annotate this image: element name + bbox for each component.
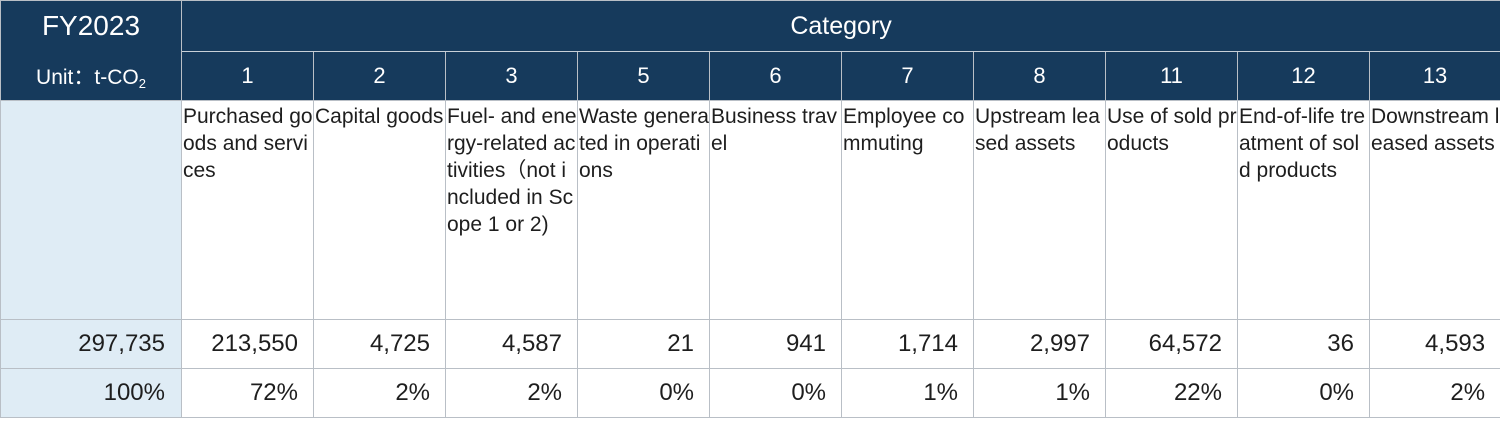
category-number: 5 (577, 51, 710, 101)
category-name-cell: Employee commuting (841, 100, 974, 320)
category-share: 2% (1368, 368, 1500, 418)
category-emissions: 36 (1237, 319, 1370, 369)
total-share: 100% (0, 368, 182, 418)
category-number: 2 (313, 51, 446, 101)
category-name-cell: Waste generated in operations (577, 100, 710, 320)
category-share: 72% (181, 368, 314, 418)
unit-label: Unit：t-CO (36, 65, 139, 89)
category-share: 0% (1237, 368, 1370, 418)
category-name-cell: Fuel- and energy-related activities（not … (445, 100, 578, 320)
blank-cell (0, 100, 182, 320)
category-emissions: 213,550 (181, 319, 314, 369)
category-share: 2% (313, 368, 446, 418)
fiscal-year-header: FY2023 (0, 0, 182, 52)
category-name-cell: Upstream leased assets (973, 100, 1106, 320)
category-emissions: 941 (709, 319, 842, 369)
category-number: 3 (445, 51, 578, 101)
category-number: 11 (1105, 51, 1238, 101)
category-name-cell: Downstream leased assets (1368, 100, 1500, 320)
category-name: Capital goods (315, 105, 444, 128)
category-number: 8 (973, 51, 1106, 101)
share-row: 100% 72% 2% 2% 0% 0% 1% 1% 22% 0% 2% (0, 368, 1500, 418)
category-emissions: 64,572 (1105, 319, 1238, 369)
category-share: 0% (577, 368, 710, 418)
category-emissions: 2,997 (973, 319, 1106, 369)
category-number: 6 (709, 51, 842, 101)
category-emissions: 21 (577, 319, 710, 369)
category-number: 13 (1368, 51, 1500, 101)
category-share: 1% (841, 368, 974, 418)
category-name: Upstream leased assets (975, 105, 1100, 155)
category-name-cell: End-of-life treatment of sold products (1237, 100, 1370, 320)
category-share: 22% (1105, 368, 1238, 418)
category-number: 7 (841, 51, 974, 101)
category-share: 0% (709, 368, 842, 418)
header-row-top: FY2023 Category (0, 0, 1500, 52)
category-share: 1% (973, 368, 1106, 418)
total-emissions: 297,735 (0, 319, 182, 369)
category-share: 2% (445, 368, 578, 418)
category-number: 1 (181, 51, 314, 101)
category-name-cell: Use of sold products (1105, 100, 1238, 320)
category-number: 12 (1237, 51, 1370, 101)
category-name-cell: Business travel (709, 100, 842, 320)
category-name: Downstream leased assets (1371, 105, 1500, 155)
category-emissions: 4,587 (445, 319, 578, 369)
category-name: Employee commuting (843, 105, 965, 155)
category-name: Business travel (711, 105, 838, 155)
emissions-row: 297,735 213,550 4,725 4,587 21 941 1,714… (0, 319, 1500, 369)
category-name: Waste generated in operations (579, 105, 709, 182)
category-name: Purchased goods and services (183, 105, 313, 182)
category-name-row: Purchased goods and services Capital goo… (0, 100, 1500, 320)
category-emissions: 4,725 (313, 319, 446, 369)
category-name: End-of-life treatment of sold products (1239, 105, 1366, 182)
category-header: Category (180, 0, 1500, 52)
category-name-cell: Purchased goods and services (181, 100, 314, 320)
unit-subscript: 2 (138, 75, 146, 91)
unit-header: Unit：t-CO2 (0, 51, 182, 101)
category-emissions: 4,593 (1368, 319, 1500, 369)
category-name: Use of sold products (1107, 105, 1237, 155)
category-emissions: 1,714 (841, 319, 974, 369)
header-row-numbers: Unit：t-CO2 1 2 3 5 6 7 8 11 12 13 (0, 51, 1500, 101)
category-name-cell: Capital goods (313, 100, 446, 320)
category-name: Fuel- and energy-related activities（not … (447, 105, 577, 236)
